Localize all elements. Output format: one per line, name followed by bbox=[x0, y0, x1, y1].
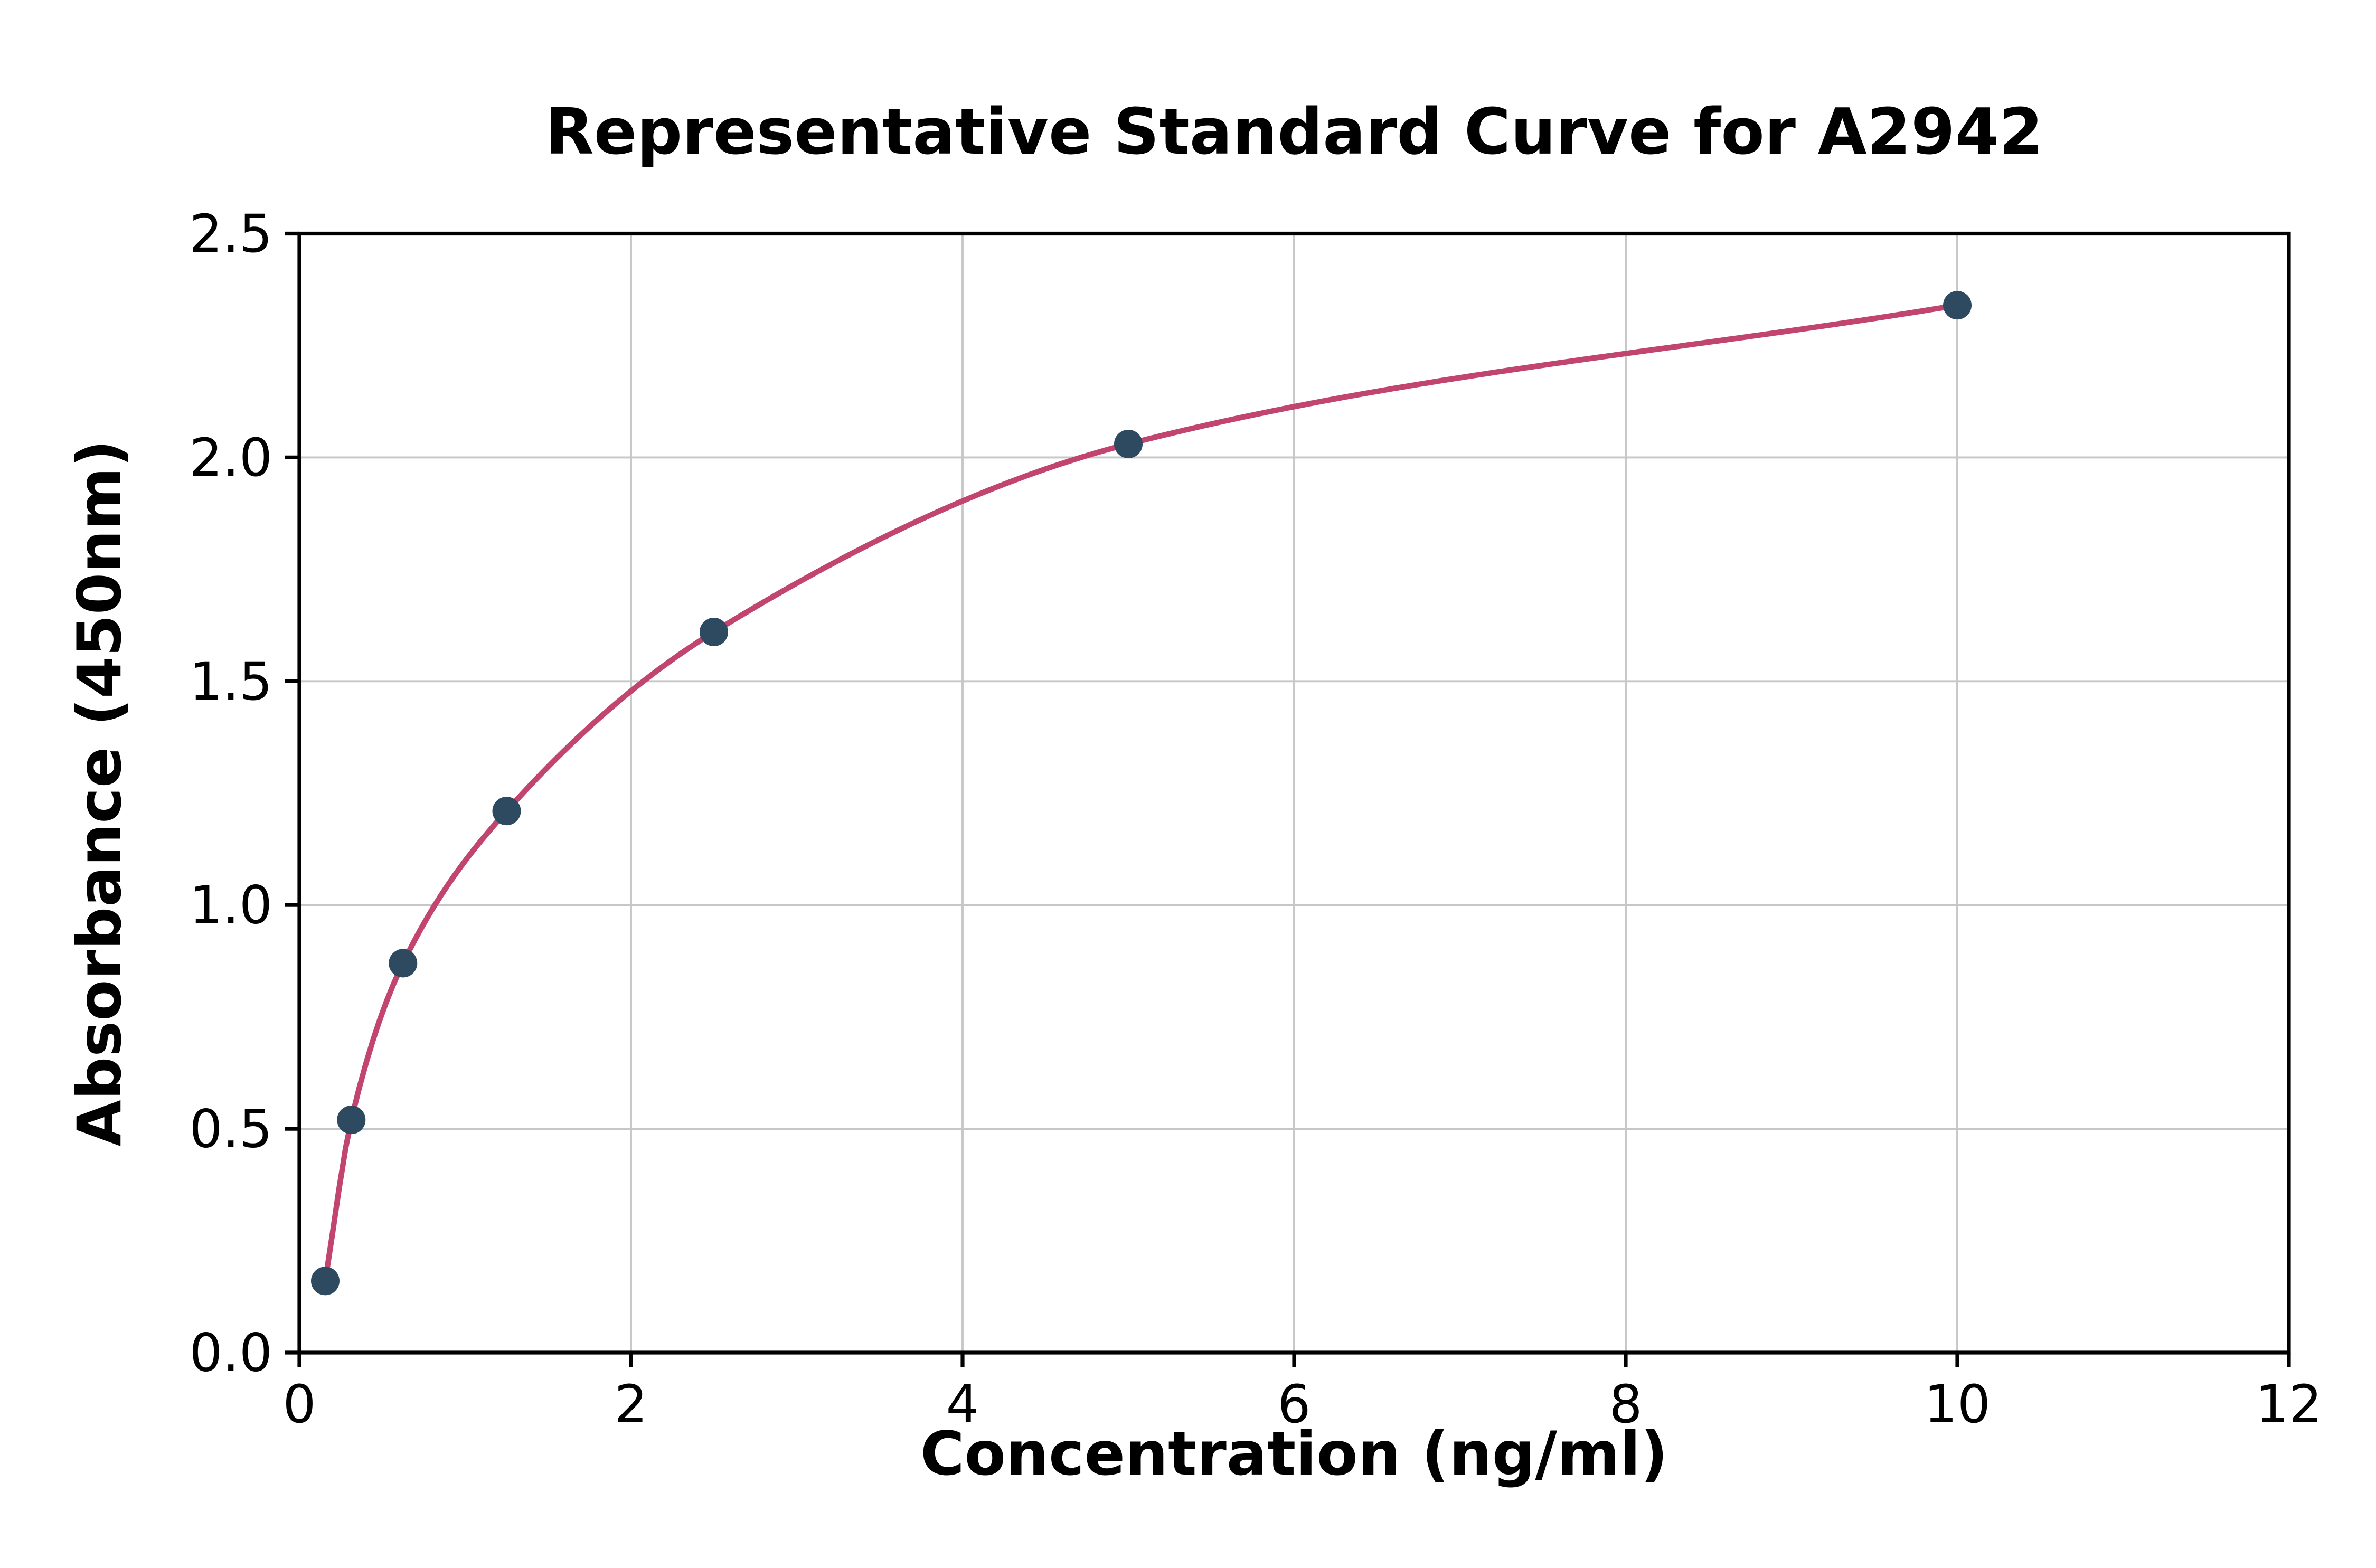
data-point bbox=[337, 1106, 366, 1135]
axis-tick-labels: 0 2 4 6 8 10 12 0.0 0.5 1.0 1.5 2.0 2.5 bbox=[190, 204, 2322, 1435]
x-tick-label: 6 bbox=[1278, 1374, 1311, 1435]
y-axis-label: Absorbance (450nm) bbox=[64, 440, 135, 1147]
data-point bbox=[1114, 429, 1143, 458]
x-tick-label: 4 bbox=[946, 1374, 979, 1435]
x-axis-label: Concentration (ng/ml) bbox=[920, 1419, 1668, 1489]
data-point bbox=[492, 797, 521, 826]
grid-lines bbox=[298, 232, 2290, 1354]
data-point bbox=[389, 949, 418, 978]
y-tick-label: 1.0 bbox=[190, 875, 272, 936]
data-point bbox=[310, 1267, 340, 1296]
data-point bbox=[700, 618, 728, 647]
chart-title: Representative Standard Curve for A2942 bbox=[545, 96, 2043, 169]
fit-curve bbox=[322, 302, 1960, 1284]
y-tick-label: 0.0 bbox=[190, 1323, 272, 1384]
y-tick-label: 2.0 bbox=[190, 428, 272, 488]
data-point bbox=[1943, 291, 1972, 320]
y-tick-label: 1.5 bbox=[190, 651, 272, 712]
series-layer bbox=[310, 291, 1972, 1296]
x-tick-label: 10 bbox=[1924, 1374, 1991, 1435]
y-tick-label: 2.5 bbox=[190, 204, 272, 265]
x-tick-label: 12 bbox=[2256, 1374, 2322, 1435]
axis-ticks bbox=[285, 231, 2291, 1367]
x-tick-label: 0 bbox=[283, 1374, 316, 1435]
x-tick-label: 2 bbox=[615, 1374, 648, 1435]
y-tick-label: 0.5 bbox=[190, 1099, 272, 1160]
x-tick-label: 8 bbox=[1609, 1374, 1643, 1435]
